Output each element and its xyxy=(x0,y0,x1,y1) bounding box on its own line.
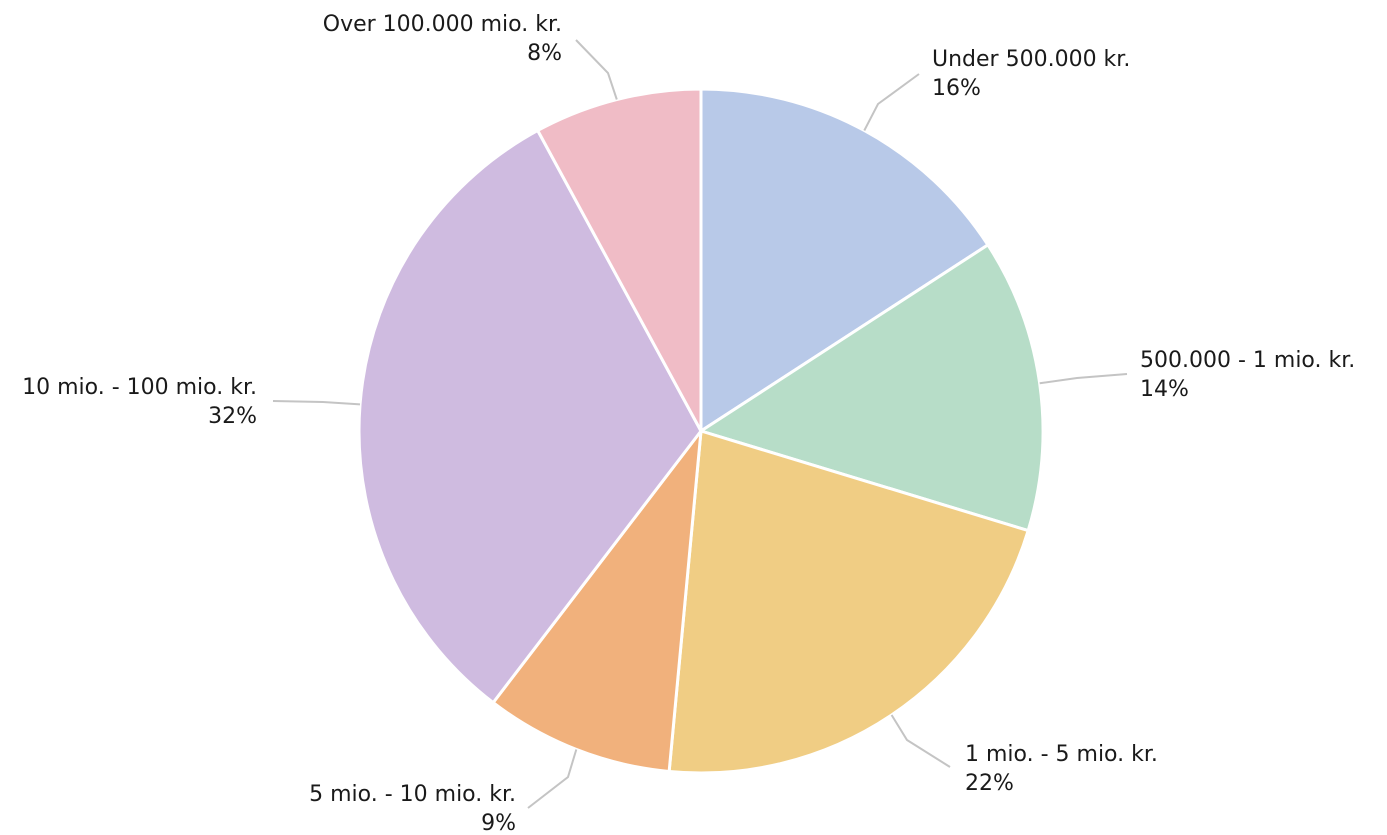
slice-label: 10 mio. - 100 mio. kr. xyxy=(22,375,257,400)
pie-slices xyxy=(359,89,1043,773)
slice-percent-label: 9% xyxy=(481,811,516,835)
slice-percent-label: 14% xyxy=(1140,377,1189,402)
slice-label: Over 100.000 mio. kr. xyxy=(323,12,562,37)
slice-percent-label: 16% xyxy=(932,76,981,101)
slice-percent-label: 32% xyxy=(208,404,257,429)
leader-line xyxy=(576,40,617,100)
slice-label: 1 mio. - 5 mio. kr. xyxy=(965,742,1158,767)
leader-line xyxy=(528,750,576,809)
leader-line xyxy=(273,401,360,404)
leader-line xyxy=(892,715,950,767)
leader-line xyxy=(1040,374,1127,383)
slice-label: Under 500.000 kr. xyxy=(932,47,1130,72)
leader-line xyxy=(864,74,919,131)
slice-percent-label: 8% xyxy=(527,41,562,66)
slice-label: 500.000 - 1 mio. kr. xyxy=(1140,348,1355,373)
slice-label: 5 mio. - 10 mio. kr. xyxy=(309,782,516,807)
slice-percent-label: 22% xyxy=(965,771,1014,796)
